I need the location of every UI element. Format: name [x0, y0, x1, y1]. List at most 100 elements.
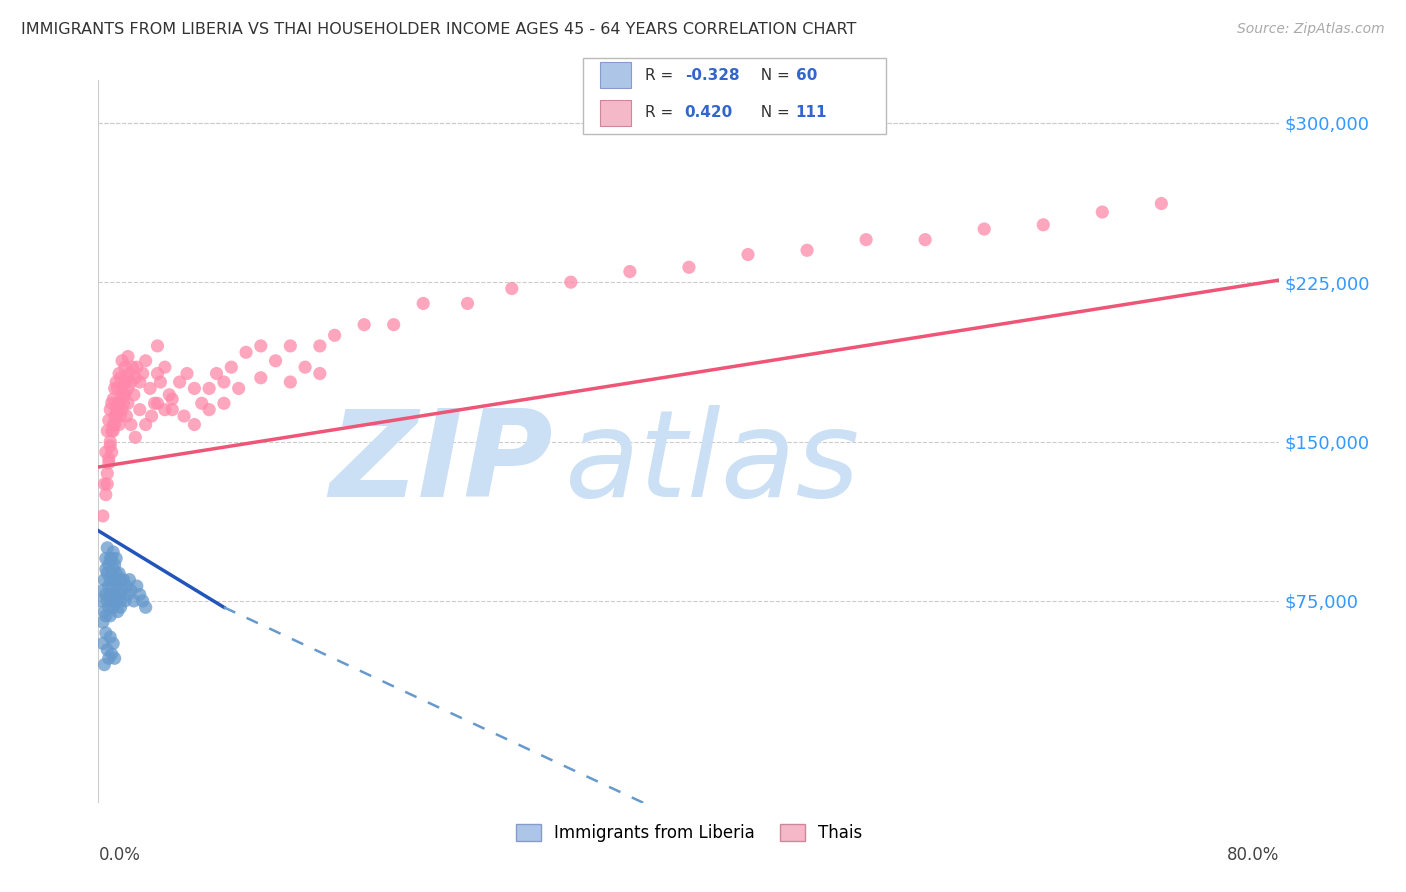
Point: [108, 566, 131, 581]
Point: [98, 434, 121, 449]
Point: [97, 558, 120, 572]
Point: [98, 439, 121, 453]
Text: R =: R =: [645, 68, 679, 83]
Point: [501, 281, 523, 295]
Point: [114, 388, 136, 402]
Point: [94, 562, 117, 576]
Point: [128, 402, 150, 417]
Point: [97, 413, 120, 427]
Text: ZIP: ZIP: [329, 405, 553, 522]
Point: [914, 233, 936, 247]
Point: [114, 360, 136, 375]
Point: [97, 456, 120, 470]
Point: [108, 588, 131, 602]
Point: [146, 396, 169, 410]
Point: [108, 417, 131, 432]
Point: [108, 396, 131, 410]
Point: [169, 375, 191, 389]
Point: [149, 375, 172, 389]
Point: [382, 318, 405, 332]
Point: [125, 579, 148, 593]
Point: [110, 371, 132, 385]
Point: [120, 375, 142, 389]
Point: [110, 594, 132, 608]
Point: [94, 488, 117, 502]
Point: [135, 353, 157, 368]
Point: [228, 381, 250, 395]
Point: [135, 600, 157, 615]
Point: [153, 360, 176, 375]
Point: [855, 233, 877, 247]
Point: [105, 551, 128, 566]
Point: [96, 594, 118, 608]
Text: 0.0%: 0.0%: [98, 847, 141, 864]
Point: [91, 583, 114, 598]
Point: [100, 594, 122, 608]
Point: [94, 445, 117, 459]
Point: [107, 396, 129, 410]
Text: N =: N =: [751, 68, 794, 83]
Text: R =: R =: [645, 105, 679, 120]
Point: [128, 588, 150, 602]
Point: [96, 566, 118, 581]
Point: [280, 375, 302, 389]
Point: [198, 381, 221, 395]
Point: [105, 594, 128, 608]
Point: [205, 367, 228, 381]
Point: [107, 402, 129, 417]
Point: [157, 388, 180, 402]
Point: [111, 381, 134, 395]
Point: [1091, 205, 1114, 219]
Point: [212, 375, 235, 389]
Point: [221, 360, 243, 375]
Point: [104, 588, 127, 602]
Point: [173, 409, 195, 423]
Text: N =: N =: [751, 105, 794, 120]
Point: [323, 328, 346, 343]
Point: [110, 392, 132, 406]
Point: [110, 409, 132, 423]
Point: [105, 402, 128, 417]
Point: [353, 318, 375, 332]
Point: [212, 396, 235, 410]
Point: [98, 588, 121, 602]
Point: [146, 339, 169, 353]
Point: [100, 647, 122, 661]
Point: [737, 247, 759, 261]
Point: [122, 388, 145, 402]
Point: [93, 605, 115, 619]
Point: [96, 477, 118, 491]
Point: [191, 396, 214, 410]
Point: [176, 367, 198, 381]
Point: [110, 573, 132, 587]
Point: [103, 392, 125, 406]
Point: [973, 222, 995, 236]
Point: [103, 579, 125, 593]
Point: [97, 451, 120, 466]
Point: [93, 573, 115, 587]
Point: [120, 583, 142, 598]
Point: [100, 445, 122, 459]
Point: [111, 402, 134, 417]
Point: [103, 600, 125, 615]
Point: [183, 417, 205, 432]
Point: [94, 551, 117, 566]
Point: [117, 381, 139, 395]
Point: [104, 573, 127, 587]
Point: [146, 367, 169, 381]
Point: [115, 579, 138, 593]
Point: [97, 579, 120, 593]
Point: [94, 588, 117, 602]
Point: [111, 583, 134, 598]
Point: [107, 605, 129, 619]
Point: [309, 339, 332, 353]
Point: [796, 244, 818, 258]
Point: [103, 562, 125, 576]
Point: [104, 558, 127, 572]
Point: [104, 651, 127, 665]
Point: [678, 260, 700, 275]
Point: [457, 296, 479, 310]
Point: [162, 392, 183, 406]
Text: Source: ZipAtlas.com: Source: ZipAtlas.com: [1237, 22, 1385, 37]
Text: -0.328: -0.328: [685, 68, 740, 83]
